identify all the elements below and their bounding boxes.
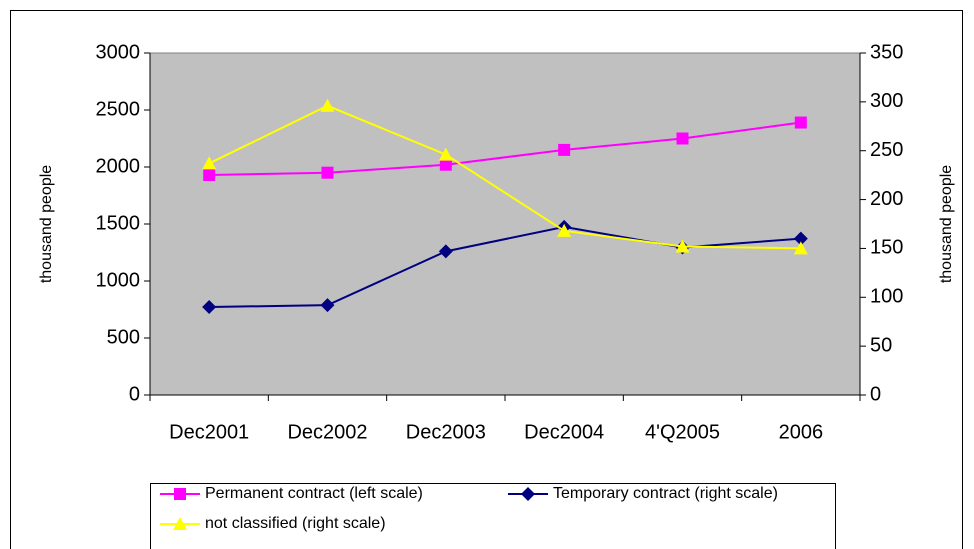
marker xyxy=(203,168,216,181)
legend-box xyxy=(150,483,836,549)
marker xyxy=(321,166,334,179)
y2-tick-label: 0 xyxy=(870,383,881,405)
marker xyxy=(202,156,217,170)
series-line xyxy=(208,104,801,250)
x-tick-label: Dec2001 xyxy=(169,421,249,443)
series-line xyxy=(209,121,801,176)
y2-tick-label: 350 xyxy=(870,41,903,63)
y-tick-label: 1500 xyxy=(96,212,141,234)
marker xyxy=(675,239,690,253)
y2-tick-label: 150 xyxy=(870,237,903,259)
marker xyxy=(320,98,335,112)
y2-tick-label: 300 xyxy=(870,90,903,112)
legend-label: not classified (right scale) xyxy=(205,515,386,532)
marker xyxy=(320,298,335,313)
y-tick-label: 0 xyxy=(129,383,140,405)
y-tick-label: 1000 xyxy=(96,269,141,291)
marker xyxy=(794,116,807,129)
x-tick-label: 4'Q2005 xyxy=(645,421,720,443)
y-axis-label: thousand people xyxy=(38,165,55,283)
x-tick-label: Dec2002 xyxy=(287,421,367,443)
y2-axis-label: thousand people xyxy=(938,165,955,283)
marker xyxy=(558,143,571,156)
legend-label: Temporary contract (right scale) xyxy=(553,485,778,502)
x-tick-label: 2006 xyxy=(779,421,824,443)
plot-area xyxy=(149,52,861,396)
marker xyxy=(438,244,453,259)
y-tick-label: 500 xyxy=(107,326,140,348)
marker xyxy=(174,488,186,500)
marker xyxy=(676,132,689,145)
y2-tick-label: 100 xyxy=(870,286,903,308)
x-tick-label: Dec2004 xyxy=(524,421,604,443)
y2-tick-label: 50 xyxy=(870,334,892,356)
marker xyxy=(439,158,452,171)
y-tick-label: 3000 xyxy=(96,41,141,63)
marker xyxy=(557,223,572,237)
marker xyxy=(521,487,535,501)
y2-tick-label: 250 xyxy=(870,139,903,161)
marker xyxy=(438,147,453,161)
x-tick-label: Dec2003 xyxy=(406,421,486,443)
marker xyxy=(173,517,187,530)
y-tick-label: 2000 xyxy=(96,155,141,177)
y-tick-label: 2500 xyxy=(96,98,141,120)
y2-tick-label: 200 xyxy=(870,188,903,210)
marker xyxy=(793,241,808,255)
legend-label: Permanent contract (left scale) xyxy=(205,485,423,502)
marker xyxy=(793,231,808,246)
marker xyxy=(202,300,217,315)
